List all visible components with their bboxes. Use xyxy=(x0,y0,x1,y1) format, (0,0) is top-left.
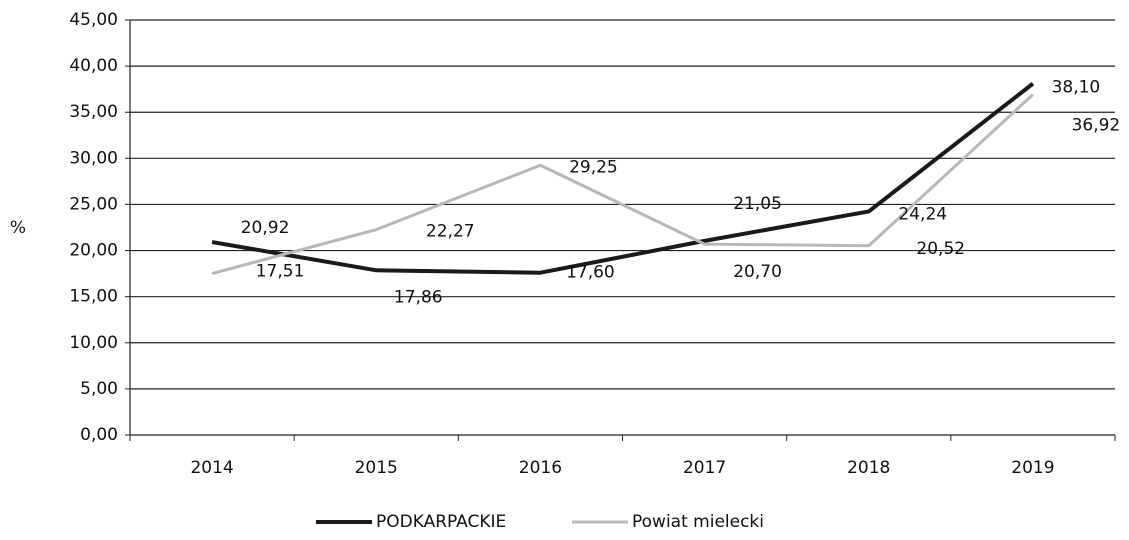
data-label: 21,05 xyxy=(733,194,782,214)
x-tick-label: 2018 xyxy=(847,458,890,478)
y-tick-label: 10,00 xyxy=(69,333,118,353)
y-tick-label: 20,00 xyxy=(69,241,118,261)
data-label: 24,24 xyxy=(898,204,947,224)
data-label: 17,51 xyxy=(256,262,305,282)
data-label: 20,52 xyxy=(916,239,965,259)
y-tick-label: 5,00 xyxy=(80,379,118,399)
y-tick-label: 35,00 xyxy=(69,102,118,122)
y-axis-label: % xyxy=(10,218,26,238)
legend-label: PODKARPACKIE xyxy=(376,512,506,532)
y-tick-label: 0,00 xyxy=(80,425,118,445)
x-tick-label: 2015 xyxy=(355,458,398,478)
y-tick-label: 25,00 xyxy=(69,194,118,214)
data-label: 36,92 xyxy=(1072,116,1121,136)
x-tick-label: 2016 xyxy=(519,458,562,478)
legend-label: Powiat mielecki xyxy=(632,512,764,532)
x-tick-label: 2017 xyxy=(683,458,726,478)
y-tick-label: 30,00 xyxy=(69,148,118,168)
data-label: 20,92 xyxy=(241,218,290,238)
series-line xyxy=(211,93,1034,275)
series-line xyxy=(211,82,1035,275)
data-label: 20,70 xyxy=(733,262,782,282)
y-tick-label: 45,00 xyxy=(69,10,118,30)
data-label: 22,27 xyxy=(426,222,475,242)
data-label: 17,60 xyxy=(566,263,615,283)
y-tick-label: 15,00 xyxy=(69,287,118,307)
data-label: 17,86 xyxy=(394,287,443,307)
data-label: 38,10 xyxy=(1052,78,1101,98)
y-tick-label: 40,00 xyxy=(69,56,118,76)
x-tick-label: 2019 xyxy=(1011,458,1054,478)
x-tick-label: 2014 xyxy=(190,458,233,478)
data-label: 29,25 xyxy=(569,157,618,177)
